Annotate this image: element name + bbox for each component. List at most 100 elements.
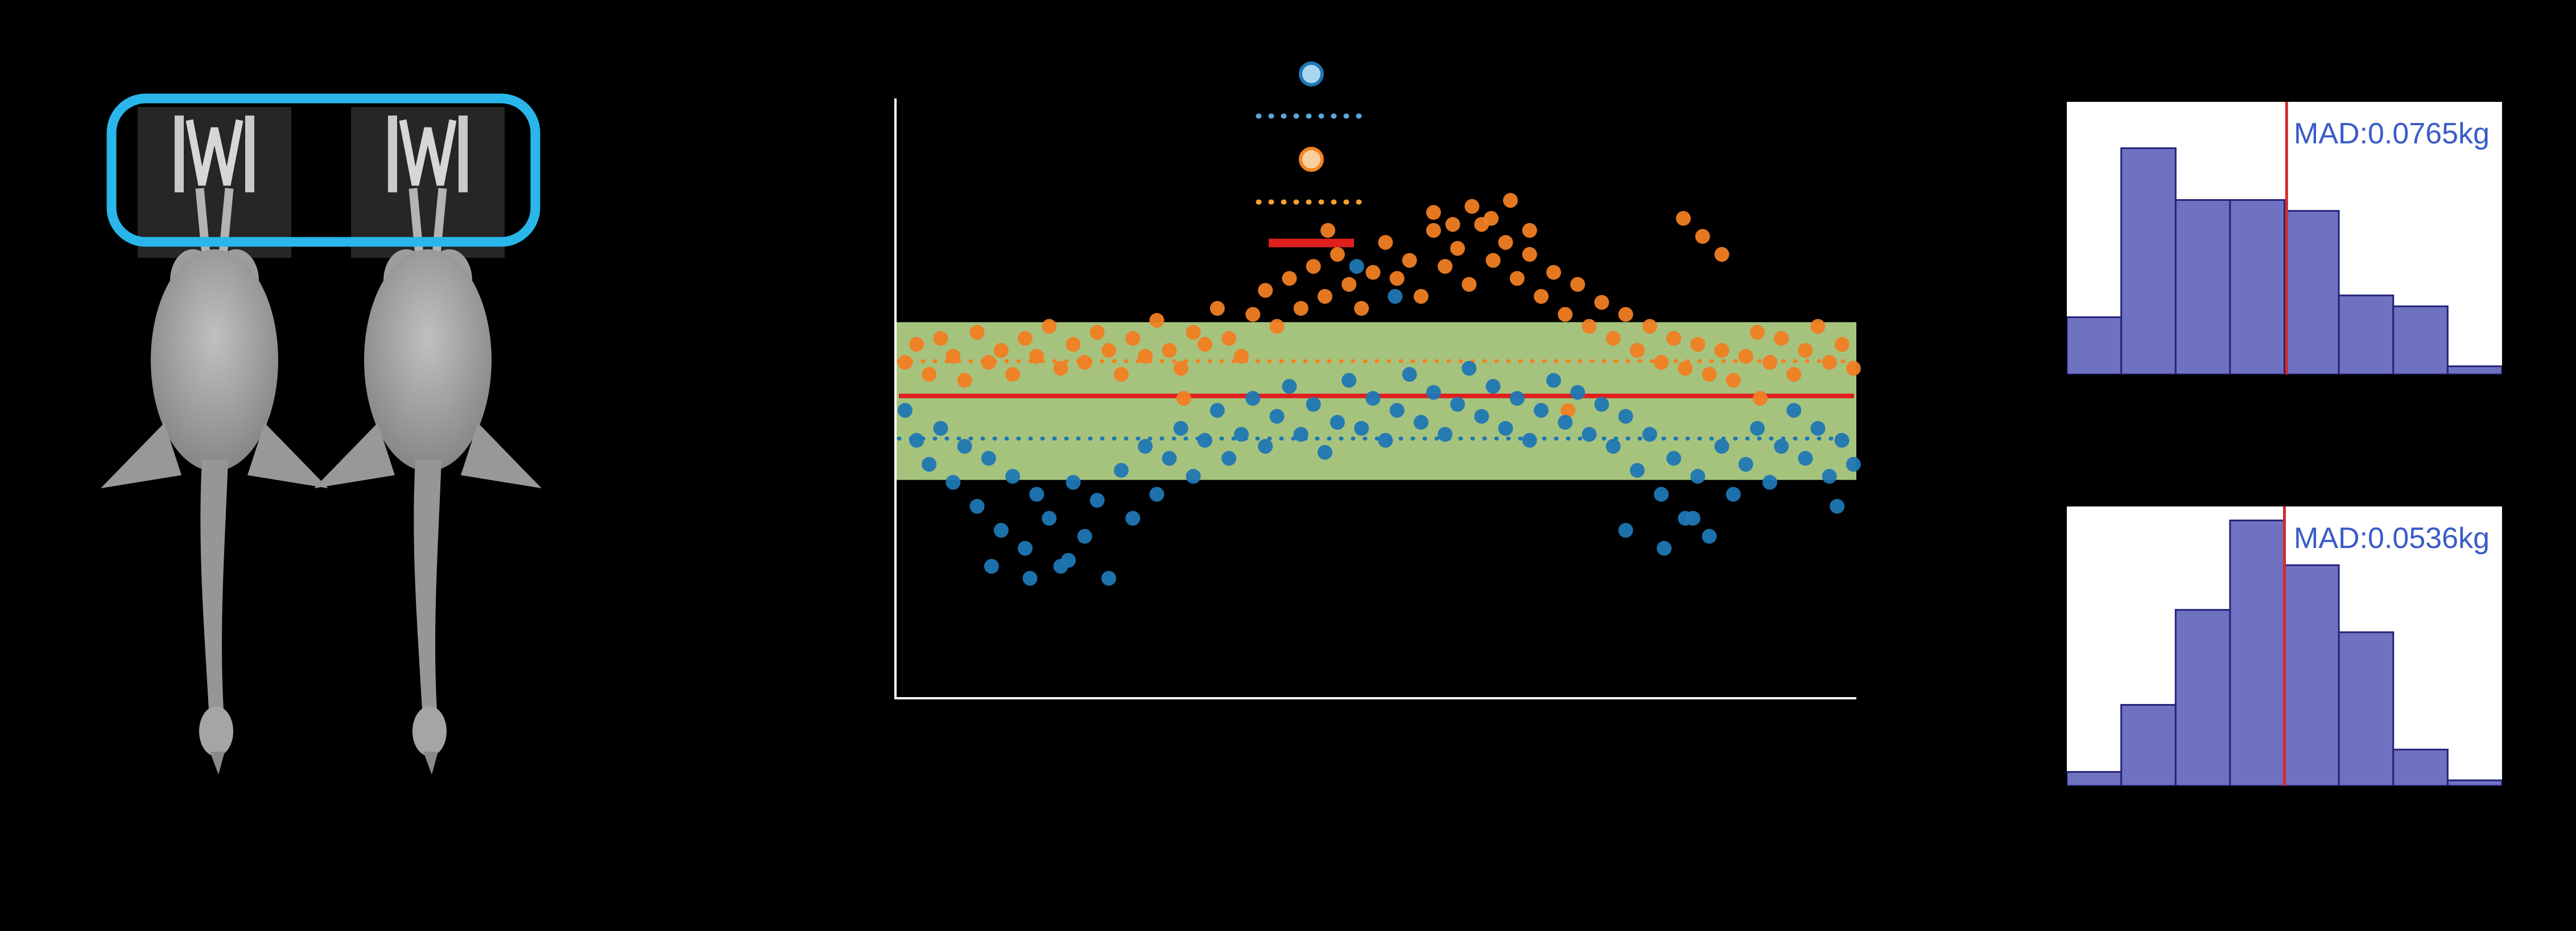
blue-point <box>1570 385 1586 400</box>
blue-point <box>1485 378 1501 394</box>
hist-bar <box>2067 771 2123 786</box>
blue-point <box>1798 451 1813 466</box>
orange-point <box>1498 234 1513 250</box>
hist-bar <box>2174 609 2231 786</box>
orange-point <box>1558 307 1573 322</box>
blue-point <box>1666 451 1682 466</box>
blue-point <box>1389 403 1405 418</box>
blue-point <box>1509 391 1525 406</box>
blue-point <box>1774 439 1789 454</box>
orange-point <box>1317 289 1332 304</box>
blue-point <box>1149 487 1165 502</box>
orange-point <box>1690 337 1706 352</box>
orange-point <box>1173 361 1188 376</box>
orange-point <box>1413 289 1429 304</box>
orange-point <box>969 325 985 340</box>
blue-point <box>1702 529 1717 544</box>
orange-point <box>1450 241 1465 256</box>
orange-point <box>1675 211 1691 226</box>
orange-point <box>1762 355 1777 370</box>
orange-point <box>946 349 961 364</box>
orange-point <box>1138 349 1153 364</box>
blue-point <box>1089 493 1105 508</box>
orange-point <box>1629 343 1645 358</box>
orange-point <box>1053 361 1068 376</box>
blue-point <box>1269 409 1285 424</box>
hist-bar <box>2174 199 2231 374</box>
blue-point <box>981 451 996 466</box>
hist-bar <box>2120 704 2177 786</box>
blue-point <box>1317 444 1332 460</box>
orange-point <box>1197 337 1212 352</box>
blue-point <box>1209 403 1225 418</box>
blue-point <box>1365 391 1381 406</box>
blue-point <box>993 522 1009 538</box>
mad-label-bottom: MAD:0.0536kg <box>2294 522 2490 555</box>
blue-point <box>1450 397 1465 412</box>
blue-point <box>1810 421 1826 436</box>
orange-point <box>1089 325 1105 340</box>
blue-point <box>909 432 924 448</box>
blue-point <box>1197 432 1212 448</box>
blue-point <box>1341 373 1357 388</box>
orange-point <box>1234 349 1249 364</box>
hist-bar <box>2120 147 2177 374</box>
orange-point <box>1714 343 1729 358</box>
hist-bar <box>2392 748 2449 786</box>
orange-point <box>1341 277 1357 292</box>
orange-point <box>1738 349 1753 364</box>
orange-point <box>1834 337 1850 352</box>
orange-point <box>1293 300 1308 316</box>
blue-point <box>1605 439 1621 454</box>
blue-point <box>1061 553 1076 568</box>
orange-point <box>1654 355 1669 370</box>
blue-point <box>1293 427 1308 442</box>
blue-point <box>1162 451 1177 466</box>
orange-point <box>1464 199 1480 214</box>
blue-point <box>1173 421 1188 436</box>
blue-point <box>897 403 913 418</box>
blue-point <box>1029 487 1045 502</box>
blue-point <box>969 499 985 514</box>
blue-point <box>1426 385 1441 400</box>
orange-point <box>1462 277 1477 292</box>
blue-point <box>1834 432 1850 448</box>
blue-point <box>1378 432 1393 448</box>
blue-point <box>1245 391 1261 406</box>
orange-point <box>1618 307 1633 322</box>
blue-point <box>1113 463 1129 478</box>
hist-bar <box>2392 305 2449 374</box>
blue-point <box>1018 541 1033 556</box>
blue-point <box>1438 427 1453 442</box>
histogram-top <box>2067 102 2502 374</box>
orange-point <box>1221 331 1237 346</box>
blue-point <box>1474 409 1489 424</box>
blue-point <box>933 421 948 436</box>
histogram-top-panel: MAD:0.0765kg <box>2067 102 2502 374</box>
orange-point <box>1534 289 1549 304</box>
orange-point <box>1066 337 1081 352</box>
blue-point <box>1125 510 1141 526</box>
orange-point <box>1162 343 1177 358</box>
blue-point <box>1822 469 1837 484</box>
shackle-highlight-box <box>106 93 540 247</box>
hist-bar <box>2338 294 2395 374</box>
blue-point <box>984 559 999 574</box>
orange-point <box>1077 355 1092 370</box>
carcass-photos <box>95 93 546 809</box>
orange-point <box>1678 361 1693 376</box>
orange-point <box>1018 331 1033 346</box>
orange-point <box>1750 325 1765 340</box>
orange-point <box>1774 331 1789 346</box>
orange-point <box>1502 193 1518 208</box>
blue-point <box>1750 421 1765 436</box>
blue-point <box>1690 469 1706 484</box>
blue-point <box>1629 463 1645 478</box>
orange-point <box>1714 247 1729 262</box>
orange-point <box>1438 259 1453 274</box>
blue-point <box>1738 456 1753 472</box>
orange-point <box>1378 234 1393 250</box>
hist-bar <box>2229 520 2285 786</box>
